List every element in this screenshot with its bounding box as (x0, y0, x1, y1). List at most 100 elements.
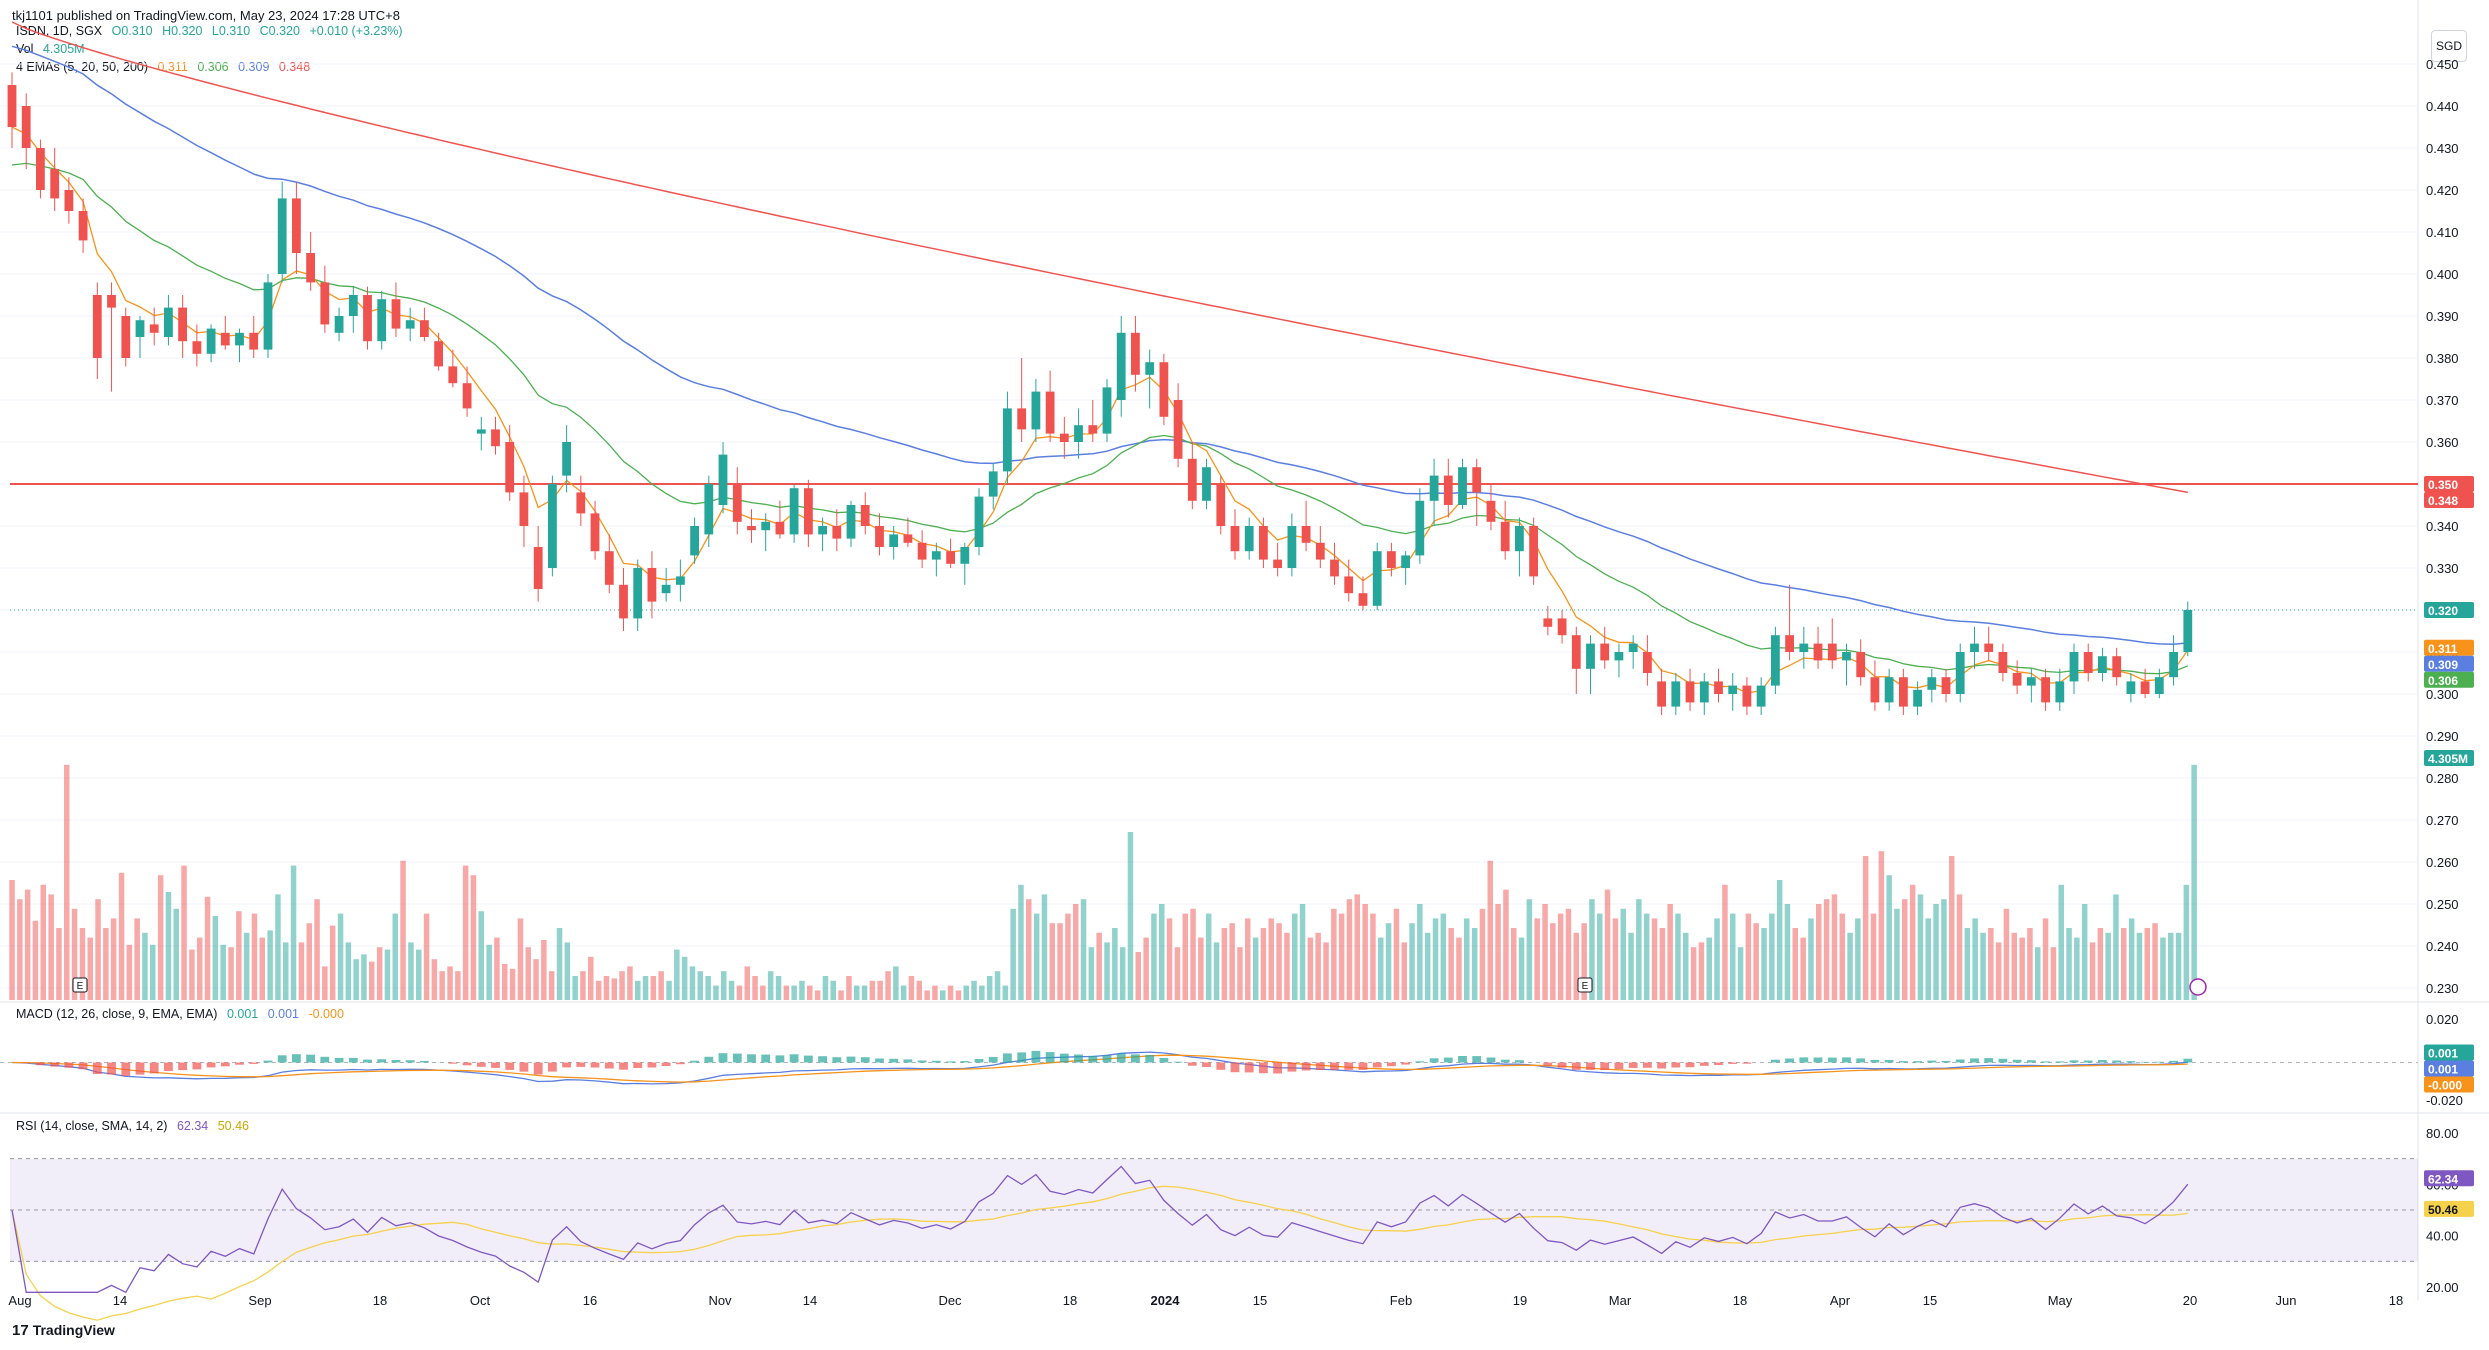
volume-bar (478, 911, 484, 1000)
volume-bar (541, 940, 547, 1000)
macd-histogram-bar (718, 1053, 728, 1063)
volume-bar (1362, 904, 1368, 1000)
volume-bar (971, 980, 977, 1000)
symbol-name[interactable]: ISDN, 1D, SGX (16, 24, 103, 38)
candle (2126, 681, 2136, 694)
volume-bar (1784, 904, 1791, 1000)
macd-histogram-bar (135, 1062, 145, 1075)
candle (1970, 643, 1979, 652)
volume-label: Vol (16, 42, 34, 56)
candle (2012, 673, 2022, 686)
candle (420, 320, 429, 337)
candle (1884, 677, 1894, 703)
price-tick-label: 0.420 (2426, 183, 2459, 198)
volume-bar (760, 985, 766, 1000)
candle (1187, 458, 1197, 501)
macd-histogram-bar (1685, 1062, 1695, 1068)
volume-bar (807, 985, 813, 1000)
volume-bar (1119, 947, 1126, 1000)
volume-bar (1690, 947, 1697, 1000)
x-axis-label: Apr (1830, 1293, 1851, 1308)
candle (334, 316, 344, 333)
price-tag-label: 4.305M (2428, 752, 2468, 766)
macd-signal-value: -0.000 (308, 1007, 344, 1021)
tradingview-logo[interactable]: 17 TradingView (12, 1322, 115, 1339)
candle (249, 332, 259, 350)
ema50-line (11, 45, 2188, 645)
volume-bar (1096, 932, 1102, 1000)
macd-histogram-bar (1614, 1062, 1624, 1070)
macd-histogram-bar (1401, 1062, 1410, 1065)
macd-histogram-bar (78, 1062, 88, 1070)
candle (889, 534, 899, 547)
volume-bar (126, 944, 133, 1000)
currency-button[interactable]: SGD (2431, 30, 2467, 62)
macd-histogram-bar (1059, 1053, 1069, 1063)
volume-bar (384, 949, 391, 1000)
volume-bar (1252, 937, 1259, 1000)
volume-bar (173, 908, 179, 1000)
volume-bar (1331, 908, 1337, 1000)
volume-bar (1151, 913, 1157, 1000)
macd-histogram-bar (1984, 1058, 1994, 1063)
volume-bar (197, 937, 203, 1000)
candle (1486, 500, 1496, 522)
candle (1984, 643, 1994, 652)
candle (860, 505, 870, 526)
volume-bar (1941, 899, 1947, 1000)
macd-histogram-bar (2112, 1060, 2122, 1063)
volume-bar (1917, 894, 1924, 1000)
price-tag (2424, 750, 2474, 766)
price-tag (2424, 639, 2474, 656)
macd-histogram-bar (1031, 1050, 1041, 1063)
candle (306, 253, 315, 283)
rsi-legend[interactable]: RSI (14, close, SMA, 14, 2) 62.34 50.46 (16, 1119, 249, 1133)
macd-histogram-bar (1657, 1062, 1666, 1069)
volume-bar (236, 911, 242, 1000)
volume-bar (431, 959, 438, 1000)
earnings-marker-label: E (1582, 981, 1589, 992)
macd-histogram-bar (1571, 1062, 1581, 1070)
candle (220, 332, 230, 346)
macd-histogram-bar (590, 1062, 600, 1068)
candle (974, 496, 984, 547)
macd-histogram-bar (1287, 1062, 1297, 1072)
volume-bar (611, 978, 617, 1000)
volume-bar (2042, 918, 2049, 1000)
macd-histogram-bar (192, 1062, 202, 1070)
volume-bar (1706, 937, 1712, 1000)
candle (1685, 681, 1695, 703)
macd-histogram-bar (1372, 1062, 1382, 1068)
candle (2112, 656, 2122, 678)
macd-histogram-bar (220, 1062, 230, 1067)
x-axis-label: 2024 (1151, 1293, 1181, 1308)
price-tag-label: 0.309 (2428, 658, 2458, 672)
macd-histogram-bar (348, 1057, 358, 1063)
volume-bar (728, 980, 735, 1000)
volume-bar (1902, 899, 1908, 1000)
volume-bar (1026, 899, 1032, 1000)
volume-bar (1378, 937, 1384, 1000)
volume-bar (1730, 913, 1736, 1000)
volume-bar (1636, 899, 1642, 1000)
x-axis-label: Feb (1390, 1293, 1412, 1308)
symbol-legend: ISDN, 1D, SGX O0.310 H0.320 L0.310 C0.32… (16, 24, 403, 38)
volume-bar (79, 928, 86, 1000)
macd-histogram-bar (775, 1055, 785, 1063)
macd-histogram-bar (1003, 1053, 1012, 1063)
volume-bar (1041, 894, 1048, 1000)
macd-histogram-bar (320, 1056, 330, 1063)
volume-bar (1823, 899, 1830, 1000)
macd-legend[interactable]: MACD (12, 26, close, 9, EMA, EMA) 0.001 … (16, 1007, 344, 1021)
candle (149, 324, 159, 333)
macd-histogram-bar (690, 1060, 699, 1063)
candle (434, 341, 443, 367)
candle (164, 307, 173, 337)
volume-bar (1471, 928, 1478, 1000)
volume-legend[interactable]: Vol 4.305M (16, 42, 85, 56)
volume-bar (1667, 904, 1673, 1000)
low-value: L0.310 (211, 24, 251, 38)
volume-bar (1972, 918, 1978, 1000)
volume-bar (1956, 894, 1963, 1000)
